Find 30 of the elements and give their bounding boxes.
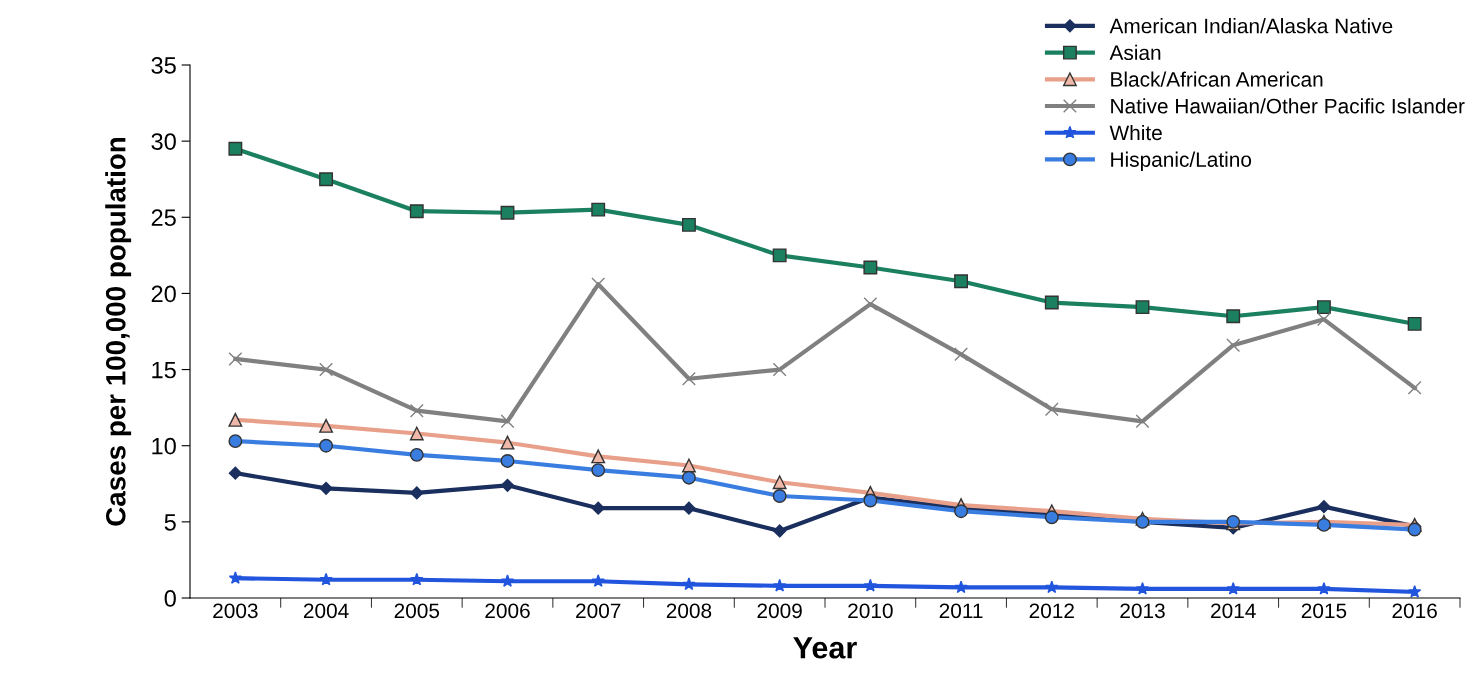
y-tick-label: 20 [151,285,176,303]
y-tick-label: 35 [151,57,176,74]
legend-label: American Indian/Alaska Native [1109,18,1393,34]
y-tick-label: 25 [151,209,176,227]
y-axis-title: Cases per 100,000 population [105,137,132,526]
legend-label: Hispanic/Latino [1111,151,1252,172]
legend-label: Native Hawaiian/Other Pacific Islander [1111,98,1465,114]
y-tick-label: 10 [152,437,176,455]
x-tick-label: 2013 [1120,603,1165,619]
x-tick-label: 2011 [939,603,983,619]
x-tick-label: 2012 [1029,603,1074,619]
x-tick-label: 2005 [394,603,440,619]
x-tick-label: 2016 [1392,603,1437,619]
y-tick-label: 15 [152,361,176,379]
x-tick-label: 2014 [1211,603,1256,619]
legend-label: Asian [1109,44,1161,61]
x-tick-label: 2009 [757,603,802,619]
y-tick-label: 0 [164,590,176,607]
x-axis-title: Year [793,637,857,659]
x-tick-label: 2010 [848,603,893,619]
x-tick-label: 2003 [213,603,258,619]
x-tick-label: 2006 [485,603,530,619]
legend-label: Black/African American [1111,71,1323,87]
y-tick-label: 5 [164,514,176,531]
x-tick-label: 2008 [666,603,712,619]
legend-label: White [1109,124,1162,141]
y-tick-label: 30 [151,133,176,150]
x-tick-label: 2004 [303,603,349,619]
x-tick-label: 2007 [576,603,621,619]
x-tick-label: 2015 [1301,603,1347,619]
